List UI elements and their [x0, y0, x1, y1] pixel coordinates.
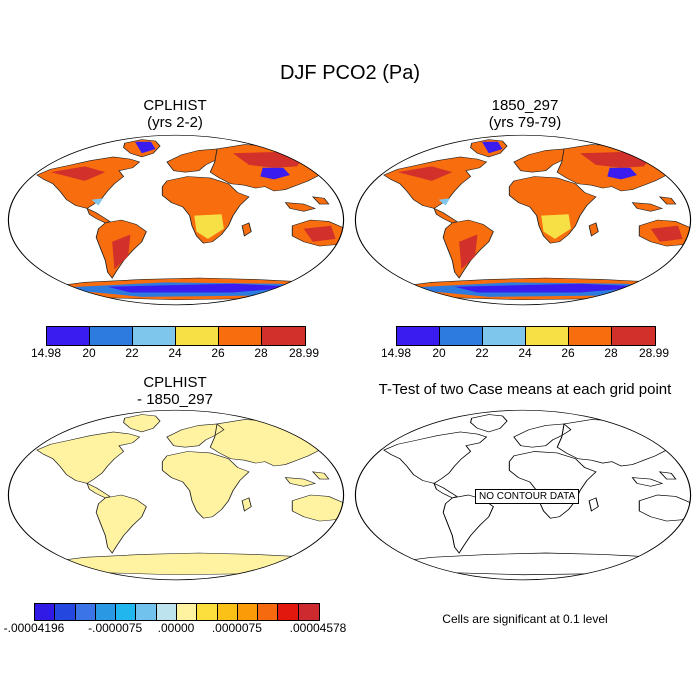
colorbar-swatch — [526, 327, 569, 345]
colorbar-swatch — [90, 327, 133, 345]
panel-subtitle-text: (yrs 79-79) — [488, 114, 562, 131]
colorbar-swatch — [197, 604, 218, 620]
no-contour-data-label: NO CONTOUR DATA — [475, 489, 580, 504]
map-ttest — [354, 409, 692, 581]
colorbar-difference — [34, 603, 320, 621]
colorbar-swatch — [397, 327, 440, 345]
colorbar-tick-label: 24 — [168, 346, 182, 360]
colorbar-tick-label: 28.99 — [638, 346, 670, 360]
colorbar-tick-label: 28 — [254, 346, 268, 360]
panel-subtitle-text: - 1850_297 — [137, 391, 213, 408]
colorbar-1850-297-labels: 14.98 20 22 24 26 28 28.99 — [381, 346, 669, 362]
colorbar-tick-label: 14.98 — [380, 346, 412, 360]
colorbar-swatch — [95, 604, 117, 620]
panel-title-1850: 1850_297 (yrs 79-79) — [400, 97, 650, 131]
colorbar-tick-label: 22 — [125, 346, 139, 360]
colorbar-swatch — [176, 604, 198, 620]
map-difference — [7, 409, 345, 581]
colorbar-swatch — [237, 604, 259, 620]
colorbar-tick-label: .0000075 — [211, 621, 262, 635]
colorbar-swatch — [262, 327, 305, 345]
colorbar-tick-label: 22 — [475, 346, 489, 360]
colorbar-swatch — [133, 327, 176, 345]
colorbar-swatch — [569, 327, 612, 345]
colorbar-swatch — [278, 604, 299, 620]
colorbar-swatch — [298, 604, 319, 620]
colorbar-swatch — [217, 604, 238, 620]
colorbar-swatch — [219, 327, 262, 345]
colorbar-swatch — [75, 604, 96, 620]
panel-title-cplhist: CPLHIST (yrs 2-2) — [50, 97, 300, 131]
colorbar-tick-label: .00000 — [157, 621, 195, 635]
colorbar-cplhist-labels: 14.98 20 22 24 26 28 28.99 — [31, 346, 319, 362]
colorbar-swatch — [55, 604, 76, 620]
colorbar-tick-label: .00004578 — [289, 621, 347, 635]
colorbar-swatch — [136, 604, 157, 620]
colorbar-1850-297 — [396, 326, 656, 346]
colorbar-tick-label: 24 — [518, 346, 532, 360]
panel-title-ttest: T-Test of two Case means at each grid po… — [378, 381, 672, 398]
colorbar-tick-label: -.0000075 — [88, 621, 143, 635]
colorbar-tick-label: 28.99 — [288, 346, 320, 360]
panel-title-text: CPLHIST — [143, 374, 207, 391]
colorbar-swatch — [612, 327, 655, 345]
panel-title-difference: CPLHIST - 1850_297 — [50, 374, 300, 408]
colorbar-swatch — [483, 327, 526, 345]
colorbar-tick-label: 20 — [432, 346, 446, 360]
panel-title-text: CPLHIST — [143, 97, 207, 114]
figure-title: DJF PCO2 (Pa) — [279, 62, 421, 84]
colorbar-tick-label: 28 — [604, 346, 618, 360]
colorbar-tick-label: 26 — [561, 346, 575, 360]
colorbar-tick-label: 26 — [211, 346, 225, 360]
panel-title-text: 1850_297 — [491, 97, 559, 114]
colorbar-swatch — [156, 604, 177, 620]
colorbar-swatch — [176, 327, 219, 345]
colorbar-tick-label: 20 — [82, 346, 96, 360]
colorbar-difference-labels: -.00004196 -.0000075 .00000 .0000075 .000045… — [4, 621, 347, 637]
colorbar-swatch — [116, 604, 137, 620]
colorbar-swatch — [440, 327, 483, 345]
colorbar-tick-label: -.00004196 — [3, 621, 65, 635]
colorbar-cplhist — [46, 326, 306, 346]
panel-subtitle-text: (yrs 2-2) — [147, 114, 203, 131]
colorbar-swatch — [47, 327, 90, 345]
colorbar-tick-label: 14.98 — [30, 346, 62, 360]
significance-note: Cells are significant at 0.1 level — [442, 612, 608, 626]
colorbar-swatch — [258, 604, 279, 620]
map-cplhist — [7, 134, 345, 306]
colorbar-swatch — [35, 604, 56, 620]
map-1850-297 — [354, 134, 692, 306]
